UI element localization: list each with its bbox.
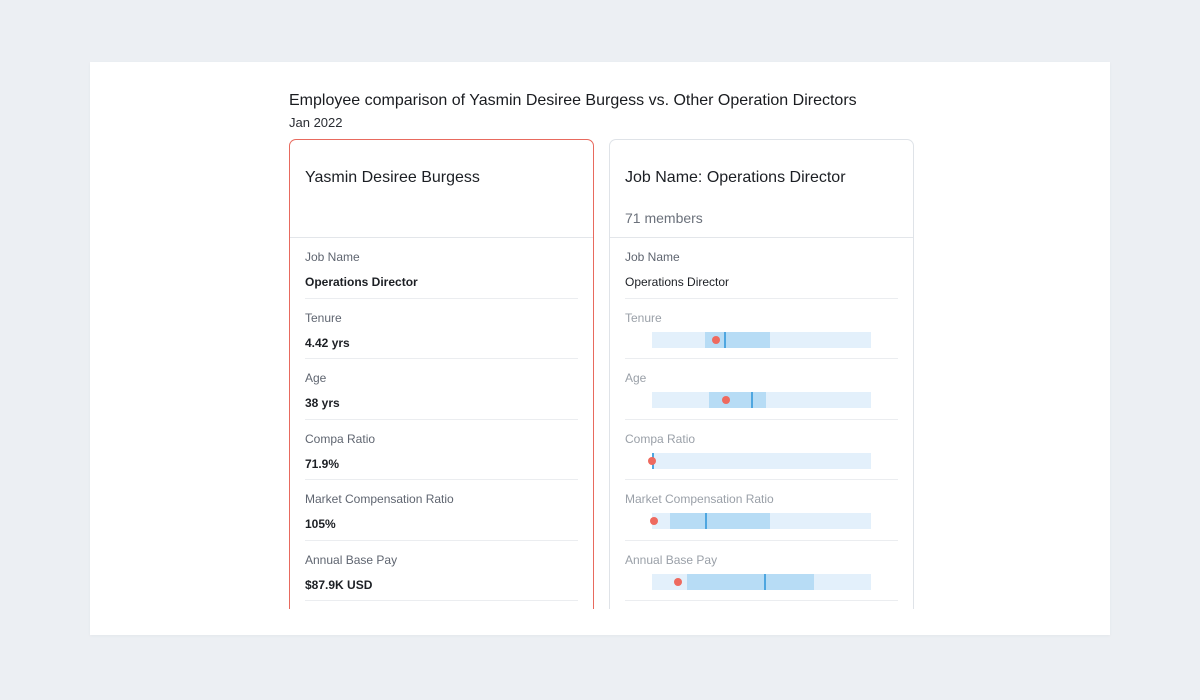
employee-attributes: Job Name Operations Director Tenure 4.42… xyxy=(290,238,593,601)
row-label: Job Name xyxy=(625,250,680,264)
distribution-band xyxy=(708,392,766,408)
employee-row-market-compensation-ratio: Market Compensation Ratio 105% xyxy=(305,480,578,541)
row-value: Operations Director xyxy=(625,275,730,289)
employee-card-header: Yasmin Desiree Burgess xyxy=(290,140,593,238)
employee-marker xyxy=(722,396,731,404)
median-marker xyxy=(704,513,707,529)
employee-row-annual-base-pay: Annual Base Pay $87.9K USD xyxy=(305,541,578,601)
group-row-annual-base-pay: Annual Base Pay xyxy=(625,541,898,601)
row-label: Tenure xyxy=(625,310,662,325)
employee-marker xyxy=(711,335,720,344)
distribution-track xyxy=(650,513,871,529)
median-marker xyxy=(724,331,727,348)
employee-marker xyxy=(648,456,656,465)
row-label: Age xyxy=(305,371,327,385)
row-value: Operations Director xyxy=(305,275,418,289)
employee-marker xyxy=(650,517,659,525)
row-label: Market Compensation Ratio xyxy=(625,492,774,506)
row-label: Tenure xyxy=(305,310,342,325)
employee-card: Yasmin Desiree Burgess Job Name Operatio… xyxy=(289,139,594,609)
member-count: 71 members xyxy=(625,210,703,226)
distribution-band xyxy=(704,331,771,348)
job-group-attributes: Job Name Operations Director Tenure Age xyxy=(610,238,913,601)
distribution-band xyxy=(687,573,815,590)
employee-marker xyxy=(674,577,683,586)
employee-name: Yasmin Desiree Burgess xyxy=(305,169,480,186)
row-label: Compa Ratio xyxy=(305,431,376,446)
group-row-market-compensation-ratio: Market Compensation Ratio xyxy=(625,480,898,541)
distribution-band xyxy=(669,513,771,529)
job-group-card-header: Job Name: Operations Director 71 members xyxy=(610,140,913,238)
employee-row-compa-ratio: Compa Ratio 71.9% xyxy=(305,420,578,480)
distribution-track xyxy=(652,573,871,590)
row-label: Age xyxy=(625,371,647,385)
employee-row-age: Age 38 yrs xyxy=(305,359,578,420)
row-label: Annual Base Pay xyxy=(625,552,718,567)
row-value: 105% xyxy=(305,517,336,531)
period-label: Jan 2022 xyxy=(289,115,343,130)
row-label: Market Compensation Ratio xyxy=(305,492,454,506)
row-value: 4.42 yrs xyxy=(305,335,350,350)
distribution-track xyxy=(652,331,871,348)
row-value: $87.9K USD xyxy=(305,577,373,592)
row-label: Annual Base Pay xyxy=(305,552,398,567)
row-value: 38 yrs xyxy=(305,396,340,410)
group-row-job-name: Job Name Operations Director xyxy=(625,238,898,299)
comparison-panel: Employee comparison of Yasmin Desiree Bu… xyxy=(90,62,1110,635)
group-row-tenure: Tenure xyxy=(625,299,898,359)
distribution-track xyxy=(652,392,871,408)
group-row-age: Age xyxy=(625,359,898,420)
page-title: Employee comparison of Yasmin Desiree Bu… xyxy=(289,92,857,109)
job-group-name: Job Name: Operations Director xyxy=(625,169,846,186)
row-label: Job Name xyxy=(305,250,360,264)
median-marker xyxy=(750,392,753,408)
employee-row-tenure: Tenure 4.42 yrs xyxy=(305,299,578,359)
job-group-card: Job Name: Operations Director 71 members… xyxy=(609,139,914,609)
row-value: 71.9% xyxy=(305,456,340,471)
row-label: Compa Ratio xyxy=(625,431,696,446)
distribution-track xyxy=(648,452,871,469)
employee-row-job-name: Job Name Operations Director xyxy=(305,238,578,299)
group-row-compa-ratio: Compa Ratio xyxy=(625,420,898,480)
median-marker xyxy=(763,573,766,590)
